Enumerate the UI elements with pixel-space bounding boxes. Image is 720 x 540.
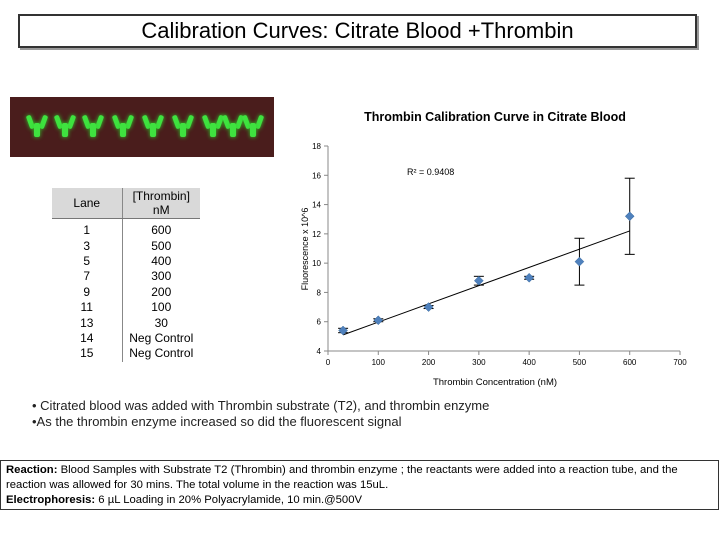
x-tick-label: 500 bbox=[573, 358, 587, 367]
x-tick-label: 200 bbox=[422, 358, 436, 367]
gel-band bbox=[53, 114, 77, 137]
data-points bbox=[338, 211, 635, 336]
info-box: Reaction: Blood Samples with Substrate T… bbox=[0, 460, 719, 510]
x-tick-label: 400 bbox=[522, 358, 536, 367]
y-tick-label: 14 bbox=[312, 201, 321, 210]
lane-cell: 5 bbox=[52, 253, 123, 270]
thrombin-cell: 100 bbox=[151, 300, 172, 315]
error-bars bbox=[338, 177, 635, 334]
r-squared-label: R² = 0.9408 bbox=[407, 167, 454, 177]
gel-band bbox=[241, 114, 265, 137]
lane-cell: 13 bbox=[52, 315, 123, 331]
lane-row: 7 300 bbox=[52, 269, 200, 285]
gel-band bbox=[171, 114, 195, 137]
lane-row: 3 500 bbox=[52, 238, 200, 254]
y-tick-label: 6 bbox=[317, 318, 322, 327]
data-point bbox=[474, 275, 484, 286]
lane-row: 9 200 bbox=[52, 284, 200, 300]
note-2: •As the thrombin enzyme increased so did… bbox=[32, 414, 402, 429]
data-point bbox=[373, 315, 384, 326]
gel-band bbox=[141, 114, 165, 137]
lane-cell: 15 bbox=[52, 346, 123, 362]
lane-table-header: Lane [Thrombin] nM bbox=[52, 188, 200, 219]
gel-band bbox=[81, 114, 105, 137]
lane-row: 5 400 bbox=[52, 253, 200, 270]
x-tick-label: 700 bbox=[673, 358, 687, 367]
electro-label: Electrophoresis: bbox=[6, 494, 96, 506]
lane-table: Lane [Thrombin] nM 1 600 3 500 5 400 7 300 9 200 1… bbox=[52, 188, 200, 362]
thrombin-cell: 500 bbox=[151, 238, 172, 253]
notes: • Citrated blood was added with Thrombin… bbox=[32, 398, 489, 430]
note-1: • Citrated blood was added with Thrombin… bbox=[32, 398, 490, 413]
chart-axes bbox=[327, 146, 680, 352]
data-point bbox=[524, 272, 534, 283]
gel-band bbox=[201, 114, 225, 137]
reaction-text: Blood Samples with Substrate T2 (Thrombi… bbox=[6, 464, 678, 491]
slide-title: Calibration Curves: Citrate Blood +Throm… bbox=[18, 14, 697, 48]
y-tick-label: 10 bbox=[312, 259, 321, 268]
chart-title: Thrombin Calibration Curve in Citrate Bl… bbox=[364, 110, 626, 124]
x-tick-label: 100 bbox=[372, 358, 386, 367]
lane-cell: 14 bbox=[52, 330, 123, 347]
data-point bbox=[624, 211, 635, 222]
trendline-group bbox=[342, 230, 630, 336]
thrombin-cell: 200 bbox=[151, 284, 172, 299]
y-tick-label: 16 bbox=[312, 171, 321, 180]
thrombin-cell: 600 bbox=[151, 223, 172, 238]
y-tick-label: 18 bbox=[312, 142, 321, 151]
gel-band bbox=[221, 114, 245, 137]
data-point bbox=[338, 325, 348, 336]
y-axis-label: Fluorescence x 10^6 bbox=[300, 208, 310, 291]
reaction-label: Reaction: bbox=[6, 464, 58, 476]
gel-image bbox=[10, 97, 274, 157]
lane-header: Lane bbox=[52, 188, 123, 219]
x-axis-label: Thrombin Concentration (nM) bbox=[433, 377, 557, 388]
lane-row: 15 Neg Control bbox=[52, 346, 200, 362]
lane-cell: 11 bbox=[52, 299, 123, 316]
gel-band bbox=[25, 114, 49, 137]
lane-row: 14 Neg Control bbox=[52, 330, 200, 347]
thrombin-cell: 30 bbox=[154, 315, 168, 330]
thrombin-cell: Neg Control bbox=[129, 346, 194, 361]
thrombin-header: [Thrombin] nM bbox=[122, 188, 200, 219]
y-tick-label: 8 bbox=[317, 288, 322, 297]
data-point bbox=[423, 302, 434, 312]
electro-text: 6 µL Loading in 20% Polyacrylamide, 10 m… bbox=[95, 494, 363, 506]
gel-band bbox=[111, 114, 135, 137]
electrophoresis-info: Electrophoresis: 6 µL Loading in 20% Pol… bbox=[6, 493, 713, 508]
lane-row: 13 30 bbox=[52, 315, 200, 331]
y-tick-label: 12 bbox=[312, 230, 321, 239]
thrombin-cell: 400 bbox=[151, 253, 172, 268]
chart-ticks: 4 6 8 10 12 14 16 18 0 100 200 300 400 500 600 700 bbox=[312, 142, 687, 367]
trendline bbox=[342, 230, 630, 336]
reaction-info: Reaction: Blood Samples with Substrate T… bbox=[6, 463, 713, 493]
x-tick-label: 600 bbox=[623, 358, 637, 367]
slide-title-text: Calibration Curves: Citrate Blood +Throm… bbox=[141, 18, 574, 43]
calibration-chart: Thrombin Calibration Curve in Citrate Bl… bbox=[300, 110, 687, 388]
lane-cell: 7 bbox=[52, 269, 123, 285]
lane-row: 11 100 bbox=[52, 299, 200, 316]
x-tick-label: 300 bbox=[472, 358, 486, 367]
lane-row: 1 600 bbox=[52, 218, 200, 239]
lane-cell: 9 bbox=[52, 284, 123, 300]
data-point bbox=[574, 256, 585, 267]
lane-cell: 1 bbox=[52, 218, 123, 239]
lane-cell: 3 bbox=[52, 238, 123, 254]
y-tick-label: 4 bbox=[317, 347, 322, 356]
x-tick-label: 0 bbox=[326, 358, 331, 367]
thrombin-cell: Neg Control bbox=[129, 330, 194, 345]
thrombin-cell: 300 bbox=[151, 269, 172, 284]
